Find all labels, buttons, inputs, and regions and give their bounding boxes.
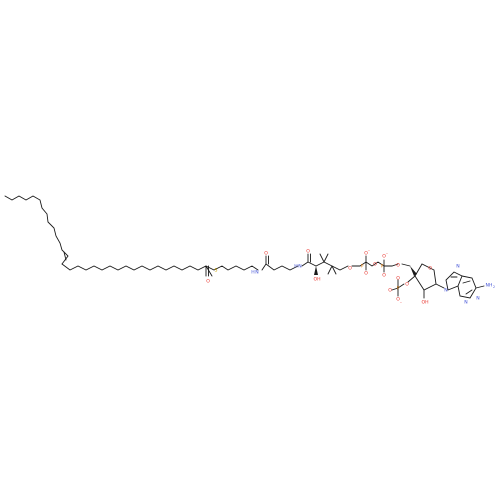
bridge-o-label: O [373,262,377,268]
p2-o-top-label: O [382,254,386,260]
beta-alanine [265,263,299,271]
pantoate-chain [307,261,349,271]
purine-n1-label: N [476,296,479,302]
hydroxyl-label: OH [313,277,320,283]
p3-label: P [397,286,400,292]
fatty-acyl-chain [4,195,213,277]
p3-o-left-label: O [388,288,392,294]
pantetheine-backbone [261,253,349,275]
amide2-n-label: N [298,264,301,270]
p1-label: P [361,264,364,270]
p1-o-top-label: O [364,251,368,257]
p2-label: P [381,264,384,270]
p3-o-bottom-label: O [396,297,400,303]
p1-o-charge: - [368,249,370,254]
ring-oh-label: OH [421,300,428,306]
methyl-3 [331,265,337,275]
stereo-wedge [314,266,318,275]
c4-wedge [410,266,417,276]
p3-o-charge: - [400,301,402,306]
amino-bond [475,285,485,289]
pyrimidine-double-2 [462,280,471,284]
amino-label: NH [486,283,493,289]
p2-o-charge: - [386,252,388,257]
ring-o-label: O [428,266,432,272]
acyl-backbone [61,263,213,277]
ester-o1-label: O [348,266,352,272]
amide1-o-label: O [264,251,268,257]
p3-o-top-label: O [396,276,400,282]
purine-n3-label: N [464,300,467,306]
thioester-o-label: O [206,279,210,285]
imidazole-ring [445,271,463,291]
amino-subscript: 2 [493,285,495,289]
amide2-o-label: O [306,249,310,255]
amide2-h-label: H [294,264,297,270]
cysteamine-link [205,265,259,271]
c3-o-bond [407,275,416,283]
methyl-4 [327,265,333,275]
pyrimidine-ring [457,275,477,299]
ribose-ring [391,263,445,299]
furanose [414,263,437,291]
p1-o-bottom-label: O [364,271,368,277]
c5-link [401,263,411,267]
adenine-base [445,271,485,299]
amide1-h-label: H [251,270,254,276]
alkyl-tail [4,195,69,265]
glycosidic-bond [435,283,445,289]
purine-n7-label: N [456,264,459,270]
methyl-2 [323,253,329,263]
pyrophosphate-chain [351,261,399,267]
amide1-carbonyl [261,255,267,271]
cis-double-bond [63,251,67,261]
amide1-n-label: N [255,270,258,276]
amide2-carbonyl [301,253,309,267]
atom-labels: O S O N H O N H OH O P O - O O P O - O O… [206,249,495,306]
diphosphate-bridge [351,255,399,273]
pyrimidine-double-1 [465,289,473,295]
ester-o2-label: O [396,263,400,269]
ring-o3-label: O [405,282,409,288]
sulfur-label: S [215,268,218,274]
p2-o-bottom-label: O [382,273,386,279]
methyl-1 [319,253,325,263]
purine-n9-label: N [444,288,447,294]
thioester-group [205,265,259,277]
